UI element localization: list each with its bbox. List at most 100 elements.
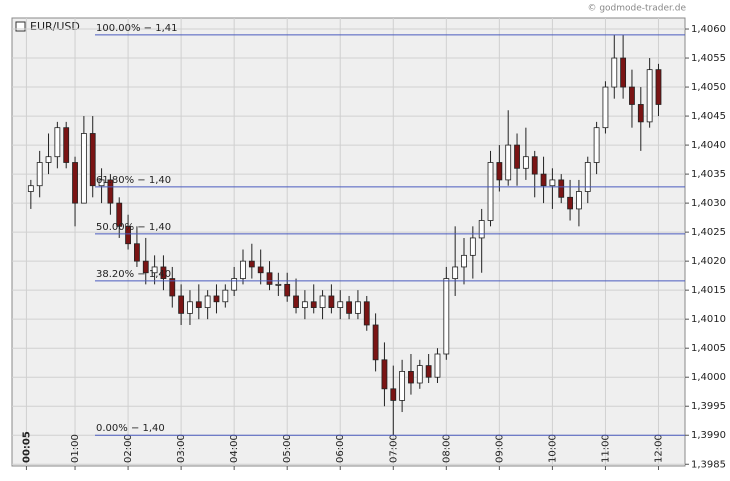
candle-body	[134, 243, 140, 262]
candle-body	[240, 260, 246, 279]
candle-body	[222, 289, 229, 303]
legend-swatch	[15, 21, 26, 32]
candle-body	[620, 57, 627, 88]
watermark: © godmode-trader.de	[587, 4, 686, 14]
candle-body	[602, 86, 609, 129]
y-tick-label: 1,4015	[691, 285, 726, 296]
x-tick-label: 06:00	[335, 434, 346, 463]
candle-body	[355, 301, 361, 314]
candle-body	[478, 220, 485, 239]
candle-body	[98, 179, 105, 187]
candle-body	[549, 179, 556, 187]
fib-label: 100.00% − 1,41	[96, 23, 178, 34]
candle-body	[531, 156, 538, 175]
candle-body	[487, 162, 494, 221]
candle-body	[390, 388, 397, 401]
y-tick-label: 1,4060	[691, 24, 726, 35]
candle-body	[434, 353, 441, 378]
candle-body	[611, 57, 618, 88]
x-tick-label: 02:00	[123, 434, 134, 463]
candle-body	[213, 295, 220, 303]
x-tick-label: 05:00	[282, 434, 293, 463]
y-tick-label: 1,4035	[691, 169, 726, 180]
candle-body	[416, 365, 423, 384]
candle-body	[576, 191, 582, 210]
candle-body	[301, 301, 308, 308]
candle-body	[248, 260, 255, 268]
candle-body	[522, 156, 529, 169]
candle-body	[584, 162, 591, 192]
candle-body	[89, 133, 96, 187]
plot-area	[11, 17, 686, 467]
candle-body	[54, 127, 61, 158]
candle-body	[540, 173, 547, 187]
candle-body	[204, 295, 211, 308]
candle-body	[107, 179, 114, 204]
x-tick-label: 07:00	[388, 434, 399, 463]
y-tick-label: 1,4045	[691, 111, 726, 122]
candle-body	[646, 69, 653, 123]
candle-body	[187, 301, 193, 314]
fib-label: 61.80% − 1,40	[96, 175, 171, 186]
candle-body	[116, 202, 123, 227]
candle-body	[151, 266, 158, 274]
candle-body	[80, 133, 87, 204]
candle-body	[45, 156, 52, 163]
legend-label: EUR/USD	[30, 20, 80, 33]
candle-body	[593, 127, 600, 163]
candle-body	[178, 295, 185, 314]
y-tick-label: 1,4025	[691, 227, 726, 238]
x-tick-label: 08:00	[441, 434, 452, 463]
y-tick-label: 1,4020	[691, 256, 726, 267]
candle-body	[142, 260, 149, 274]
candle-body	[637, 104, 644, 123]
candle-body	[266, 272, 273, 285]
x-tick-label: 01:00	[70, 434, 81, 463]
candle-body	[469, 237, 476, 256]
y-tick-label: 1,4055	[691, 53, 726, 64]
grid	[12, 18, 685, 466]
candle-body	[558, 179, 565, 198]
x-tick-label: 09:00	[494, 434, 505, 463]
candle-body	[63, 127, 70, 163]
y-tick-label: 1,4005	[691, 343, 726, 354]
candle-body	[36, 162, 43, 187]
candle-body	[169, 278, 176, 297]
x-tick-label: 10:00	[547, 434, 558, 463]
y-tick-label: 1,4050	[691, 82, 726, 93]
candle-body	[257, 266, 264, 274]
y-tick-label: 1,4030	[691, 198, 726, 209]
candle-body	[160, 266, 167, 279]
candle-body	[27, 185, 34, 192]
candle-body	[629, 86, 635, 105]
candle-body	[195, 301, 202, 308]
candle-body	[72, 162, 78, 204]
candle-body	[337, 301, 344, 308]
candle-body	[443, 278, 450, 355]
candle-body	[346, 301, 352, 314]
candle-body	[399, 371, 406, 401]
candle-body	[425, 365, 432, 378]
candle-body	[408, 371, 414, 384]
candle-body	[372, 324, 379, 361]
y-tick-label: 1,3990	[691, 430, 726, 441]
y-tick-label: 1,4010	[691, 314, 726, 325]
x-tick-label: 03:00	[176, 434, 187, 463]
candle-body	[328, 295, 335, 308]
x-tick-label: 12:00	[653, 434, 664, 463]
candle-body	[293, 295, 299, 308]
fib-label: 0.00% − 1,40	[96, 423, 165, 434]
x-tick-label: 04:00	[229, 434, 240, 463]
x-tick-label: 00:05	[21, 431, 32, 463]
candle-body	[496, 162, 503, 181]
candle-body	[125, 225, 131, 245]
candle-body	[514, 144, 520, 169]
candle-body	[231, 278, 238, 291]
candle-body	[461, 254, 467, 268]
candle-body	[381, 359, 388, 390]
y-tick-label: 1,4000	[691, 372, 726, 383]
candle-body	[319, 295, 326, 308]
candle-body	[284, 283, 291, 297]
x-tick-label: 11:00	[600, 434, 611, 463]
